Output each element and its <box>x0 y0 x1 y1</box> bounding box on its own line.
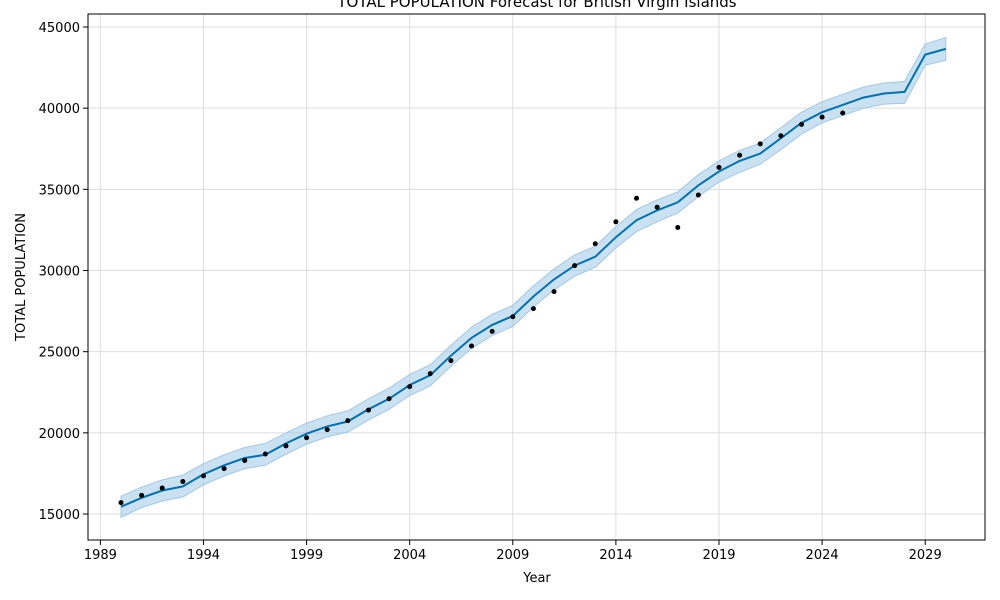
observed-point <box>592 241 598 247</box>
observed-point <box>469 343 475 349</box>
observed-point <box>159 485 165 491</box>
observed-point <box>345 418 351 424</box>
y-tick-label: 45000 <box>39 21 80 36</box>
observed-point <box>304 435 310 441</box>
x-tick-label: 1989 <box>84 548 117 563</box>
observed-point <box>200 473 206 479</box>
observed-points <box>118 110 846 506</box>
observed-point <box>778 133 784 139</box>
observed-point <box>427 371 433 377</box>
observed-point <box>510 314 516 320</box>
observed-point <box>118 500 124 506</box>
observed-point <box>737 152 743 158</box>
observed-point <box>798 121 804 127</box>
observed-point <box>407 384 413 390</box>
y-tick-label: 25000 <box>39 346 80 361</box>
x-axis-title: Year <box>522 571 551 586</box>
observed-point <box>695 192 701 198</box>
plot-frame <box>87 13 986 541</box>
y-axis-title: TOTAL POPULATION <box>14 213 29 342</box>
observed-point <box>613 219 619 225</box>
observed-point <box>262 451 268 457</box>
x-tick-label: 1994 <box>187 548 220 563</box>
observed-point <box>551 289 557 295</box>
x-tick-label: 2014 <box>599 548 632 563</box>
forecast-line <box>120 47 947 508</box>
observed-point <box>180 479 186 485</box>
y-tick-label: 20000 <box>39 427 80 442</box>
y-tick-label: 15000 <box>39 508 80 523</box>
observed-point <box>365 407 371 413</box>
observed-point <box>324 427 330 433</box>
x-axis-ticks: 1989 1994 1999 2004 2009 2014 2019 2024 2029 <box>84 540 942 563</box>
y-tick-label: 35000 <box>39 183 80 198</box>
x-tick-label: 2004 <box>393 548 426 563</box>
observed-point <box>139 492 145 498</box>
y-tick-label: 30000 <box>39 265 80 280</box>
observed-point <box>221 466 227 472</box>
observed-point <box>283 443 289 449</box>
observed-point <box>819 114 825 120</box>
observed-point <box>654 204 660 210</box>
y-tick-label: 40000 <box>39 102 80 117</box>
observed-point <box>242 457 248 463</box>
x-tick-label: 2024 <box>806 548 839 563</box>
observed-point <box>840 110 846 116</box>
observed-point <box>530 306 536 312</box>
observed-point <box>386 396 392 402</box>
observed-point <box>634 195 640 201</box>
chart-title: TOTAL POPULATION Forecast for British Vi… <box>336 0 736 11</box>
y-axis-ticks: 15000 20000 25000 30000 35000 40000 45000 <box>39 21 88 523</box>
observed-point <box>448 358 454 364</box>
observed-point <box>757 141 763 147</box>
x-tick-label: 2009 <box>496 548 529 563</box>
observed-point <box>489 328 495 334</box>
observed-point <box>716 164 722 170</box>
observed-point <box>675 224 681 230</box>
x-tick-label: 1999 <box>290 548 323 563</box>
x-tick-label: 2029 <box>909 548 942 563</box>
x-tick-label: 2019 <box>702 548 735 563</box>
observed-point <box>572 263 578 269</box>
grid-lines <box>88 14 985 540</box>
